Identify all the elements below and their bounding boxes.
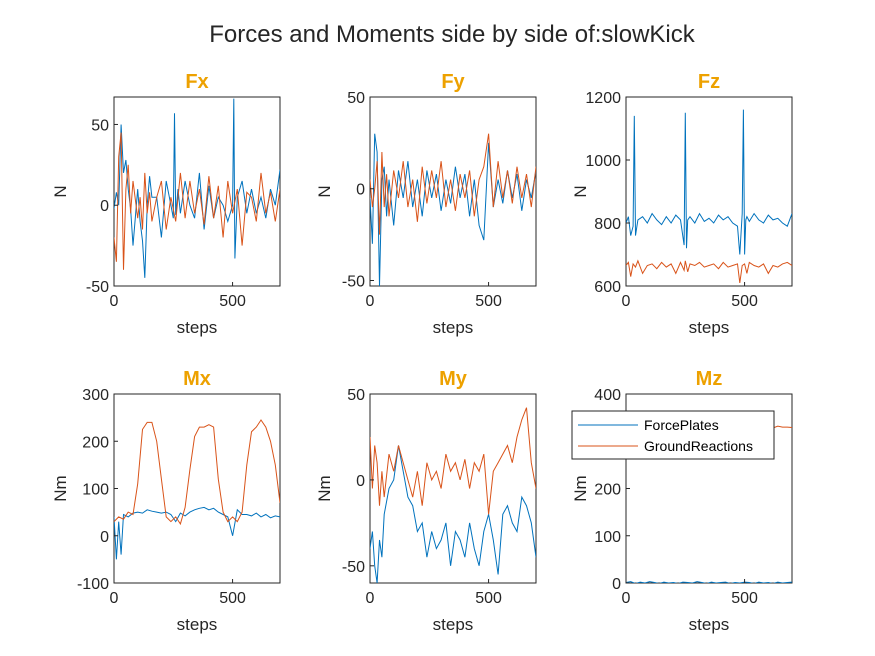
legend-box	[571, 410, 775, 460]
legend-label-groundreactions: GroundReactions	[644, 438, 753, 454]
subplot-fz: 0 500 600 800 1000 1200 Fz steps N	[571, 71, 793, 337]
x-tick-label-fx: 500	[219, 293, 246, 310]
y-tick-label-fy: 50	[347, 90, 365, 107]
x-tick-label-fy: 0	[366, 293, 375, 310]
x-tick-label-my: 0	[366, 590, 375, 607]
y-tick-label-fz: 800	[594, 216, 621, 233]
y-tick-label-mx: 0	[100, 529, 109, 546]
x-axis-label-mz: steps	[689, 615, 730, 634]
series-line-fx-groundreactions	[114, 132, 280, 270]
x-axis-label-fz: steps	[689, 318, 730, 337]
y-tick-label-fz: 600	[594, 279, 621, 296]
x-tick-label-my: 500	[475, 590, 502, 607]
series-line-fx-forceplates	[114, 98, 280, 278]
legend-label-forceplates: ForcePlates	[644, 417, 719, 433]
x-tick-label-mz: 500	[731, 590, 758, 607]
x-tick-label-mx: 0	[110, 590, 119, 607]
y-tick-label-my: 50	[347, 387, 365, 404]
y-tick-label-my: 0	[356, 473, 365, 490]
subplot-title-fz: Fz	[698, 71, 720, 93]
series-line-my-groundreactions	[370, 407, 536, 515]
subplot-title-fx: Fx	[185, 71, 208, 93]
series-line-my-forceplates	[370, 445, 536, 583]
subplot-title-fy: Fy	[441, 71, 465, 93]
y-tick-label-fx: 50	[91, 117, 109, 134]
y-tick-label-mx: -100	[77, 576, 109, 593]
y-tick-label-mx: 300	[82, 387, 109, 404]
y-tick-label-fy: -50	[342, 273, 365, 290]
series-line-fz-forceplates	[626, 109, 792, 255]
y-axis-label-fy: N	[315, 185, 334, 197]
y-tick-label-fy: 0	[356, 182, 365, 199]
axes-box-fz	[625, 96, 793, 287]
x-axis-label-mx: steps	[177, 615, 218, 634]
subplot-title-mz: Mz	[696, 368, 723, 390]
y-tick-label-fx: -50	[86, 279, 109, 296]
y-tick-label-mz: 200	[594, 482, 621, 499]
y-tick-label-mz: 0	[612, 576, 621, 593]
y-axis-label-mx: Nm	[51, 475, 70, 501]
series-line-mx-groundreactions	[114, 419, 280, 526]
axes-box-my	[369, 393, 537, 584]
x-tick-label-fz: 0	[622, 293, 631, 310]
series-line-fy-groundreactions	[370, 133, 536, 235]
y-axis-label-fz: N	[571, 185, 590, 197]
series-line-mz-forceplates	[626, 581, 792, 583]
y-tick-label-mz: 100	[594, 529, 621, 546]
x-tick-label-fz: 500	[731, 293, 758, 310]
y-tick-label-fz: 1000	[585, 153, 621, 170]
y-axis-label-my: Nm	[315, 475, 334, 501]
x-axis-label-fx: steps	[177, 318, 218, 337]
y-tick-label-my: -50	[342, 559, 365, 576]
y-tick-label-mz: 400	[594, 387, 621, 404]
y-tick-label-fx: 0	[100, 198, 109, 215]
subplot-title-my: My	[439, 368, 468, 390]
x-tick-label-fy: 500	[475, 293, 502, 310]
x-axis-label-fy: steps	[433, 318, 474, 337]
x-axis-label-my: steps	[433, 615, 474, 634]
y-tick-label-mx: 100	[82, 482, 109, 499]
legend: ForcePlates GroundReactions	[571, 410, 775, 460]
y-tick-label-mx: 200	[82, 434, 109, 451]
y-axis-label-fx: N	[51, 185, 70, 197]
x-tick-label-fx: 0	[110, 293, 119, 310]
series-line-mx-forceplates	[114, 506, 280, 560]
x-tick-label-mx: 500	[219, 590, 246, 607]
series-line-fz-groundreactions	[626, 259, 792, 283]
x-tick-label-mz: 0	[622, 590, 631, 607]
subplot-title-mx: Mx	[183, 368, 211, 390]
figure-title: Forces and Moments side by side of:slowK…	[209, 21, 696, 48]
axes-box-mx	[113, 393, 281, 584]
y-axis-label-mz: Nm	[571, 475, 590, 501]
y-tick-label-fz: 1200	[585, 90, 621, 107]
